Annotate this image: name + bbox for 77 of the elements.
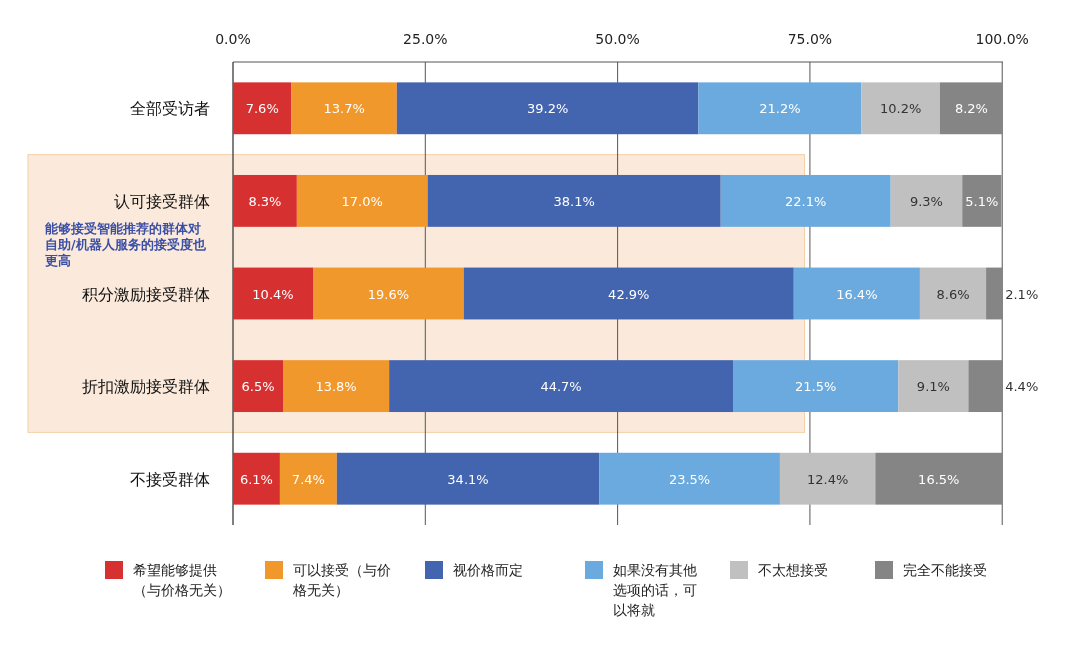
bar <box>463 267 794 320</box>
bar <box>336 452 600 505</box>
bar <box>313 267 464 320</box>
legend-label: 希望能够提供（与价格无关） <box>133 561 232 600</box>
legend-label: 不太想接受 <box>758 561 829 580</box>
y-tick-label: 不接受群体 <box>130 469 210 489</box>
bar <box>233 267 313 320</box>
bar <box>875 452 1003 505</box>
bar <box>396 82 699 135</box>
data-label: 16.4% <box>836 286 878 302</box>
y-tick-label: 认可接受群体 <box>114 191 210 211</box>
bar <box>793 267 920 320</box>
data-label: 9.1% <box>916 379 950 395</box>
bar <box>939 82 1003 135</box>
bar <box>968 360 1003 413</box>
data-label: 13.8% <box>315 379 357 395</box>
bar <box>861 82 940 135</box>
legend-label: 视价格而定 <box>453 561 524 580</box>
data-label: 10.4% <box>252 286 294 302</box>
bar <box>389 360 733 413</box>
bar <box>919 267 987 320</box>
x-tick-label: 50.0% <box>595 31 640 47</box>
data-label: 6.1% <box>239 471 273 487</box>
legend-label: 如果没有其他选项的话，可以将就 <box>613 561 698 620</box>
data-label: 42.9% <box>608 286 650 302</box>
data-label: 34.1% <box>447 471 489 487</box>
data-label: 12.4% <box>806 471 849 487</box>
data-label: 44.7% <box>540 379 582 395</box>
data-label: 21.2% <box>759 101 801 117</box>
data-label: 7.4% <box>291 471 325 487</box>
data-label: 2.1% <box>1005 286 1039 302</box>
data-label: 22.1% <box>785 193 827 209</box>
bar <box>427 174 721 227</box>
bar <box>962 174 1002 227</box>
bar <box>890 174 963 227</box>
y-tick-label: 全部受访者 <box>130 99 210 119</box>
data-label: 5.1% <box>965 193 999 209</box>
band-label: 能够接受智能推荐的群体对自助/机器人服务的接受度也更高 <box>45 220 207 269</box>
y-tick-label: 积分激励接受群体 <box>82 284 210 304</box>
data-label: 16.5% <box>918 471 960 487</box>
data-label: 8.3% <box>248 193 282 209</box>
y-tick-label: 折扣激励接受群体 <box>82 377 210 397</box>
x-tick-label: 100.0% <box>975 31 1029 47</box>
data-label: 4.4% <box>1005 379 1039 395</box>
data-label: 21.5% <box>795 379 837 395</box>
bar <box>233 452 280 505</box>
data-label: 19.6% <box>367 286 410 302</box>
x-tick-label: 25.0% <box>403 31 448 47</box>
bar <box>779 452 876 505</box>
legend-label: 可以接受（与价格无关） <box>293 561 392 600</box>
data-label: 6.5% <box>241 379 275 395</box>
legend-label: 完全不能接受 <box>903 561 988 580</box>
x-tick-label: 0.0% <box>215 31 251 47</box>
bar <box>599 452 780 505</box>
bar <box>733 360 899 413</box>
data-label: 17.0% <box>341 193 383 209</box>
bar <box>279 452 337 505</box>
data-label: 9.3% <box>909 193 943 209</box>
data-label: 8.2% <box>954 101 988 117</box>
bar <box>291 82 397 135</box>
data-label: 10.2% <box>880 101 922 117</box>
data-label: 23.5% <box>668 471 711 487</box>
bar <box>233 360 283 413</box>
bar <box>233 174 297 227</box>
data-label: 8.6% <box>936 286 970 302</box>
data-label: 13.7% <box>323 101 365 117</box>
bar <box>296 174 428 227</box>
data-label: 39.2% <box>526 101 569 117</box>
bar <box>898 360 969 413</box>
bar <box>698 82 862 135</box>
bar <box>283 360 390 413</box>
data-label: 38.1% <box>553 193 595 209</box>
data-label: 7.6% <box>245 101 279 117</box>
x-tick-label: 75.0% <box>787 31 833 47</box>
bar <box>233 82 292 135</box>
bar <box>720 174 891 227</box>
bar <box>986 267 1003 320</box>
